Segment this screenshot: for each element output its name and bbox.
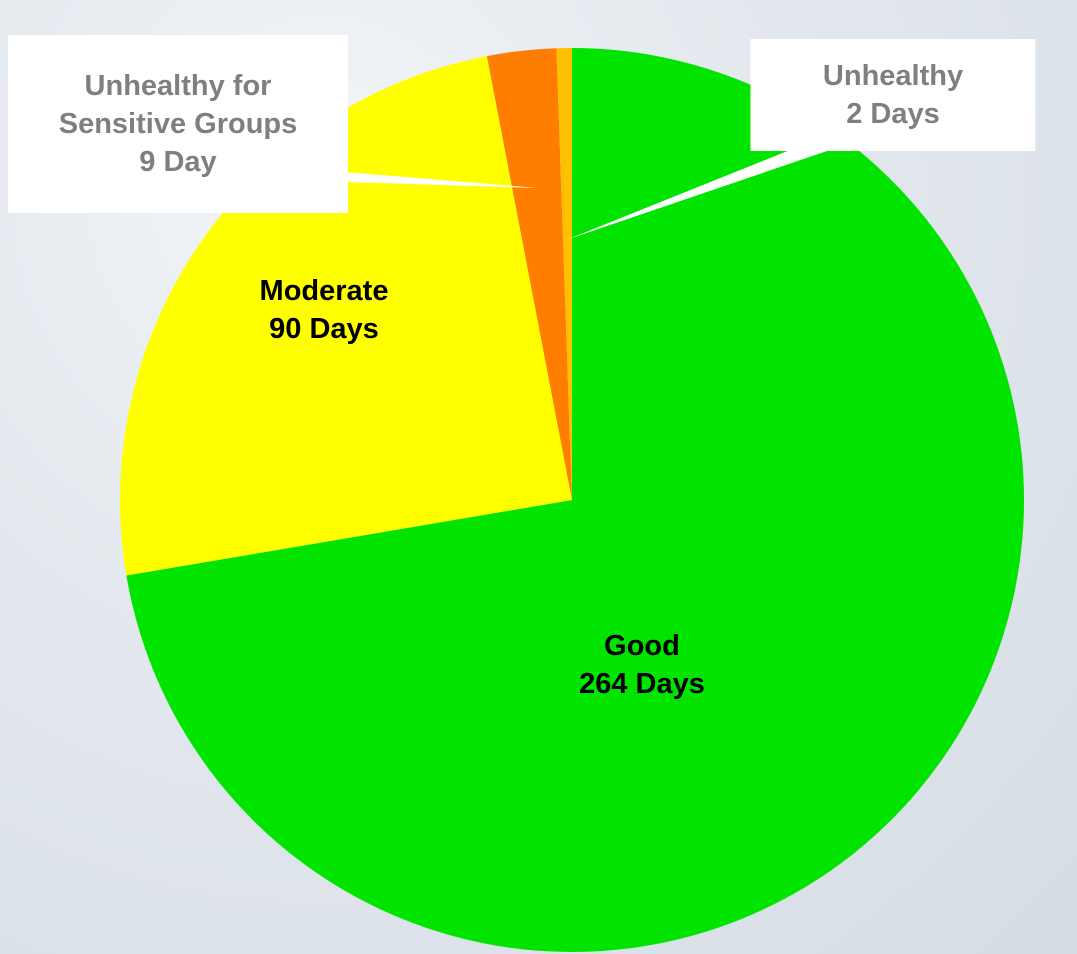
label-category: Unhealthy: [822, 60, 964, 92]
label-value: 9 Day: [139, 146, 217, 178]
data-label: Good 264 Days: [579, 627, 705, 703]
data-label: Unhealthy 2 Days: [750, 39, 1036, 151]
label-category: Good: [604, 630, 680, 662]
pie-slice: [120, 56, 573, 576]
data-label: Moderate 90 Days: [260, 272, 389, 348]
pie-slice: [126, 48, 1024, 952]
callout-pointer: [566, 150, 830, 240]
label-category: Moderate: [259, 275, 389, 307]
label-value: 264 Days: [579, 668, 705, 700]
label-value: 2 Days: [846, 98, 940, 130]
label-category: Unhealthy for Sensitive Groups: [58, 70, 298, 140]
label-value: 90 Days: [269, 313, 379, 345]
callout-pointer: [320, 170, 537, 188]
data-label: Unhealthy for Sensitive Groups 9 Day: [8, 35, 348, 213]
pie-slice: [556, 48, 572, 500]
pie-slice: [486, 48, 572, 501]
